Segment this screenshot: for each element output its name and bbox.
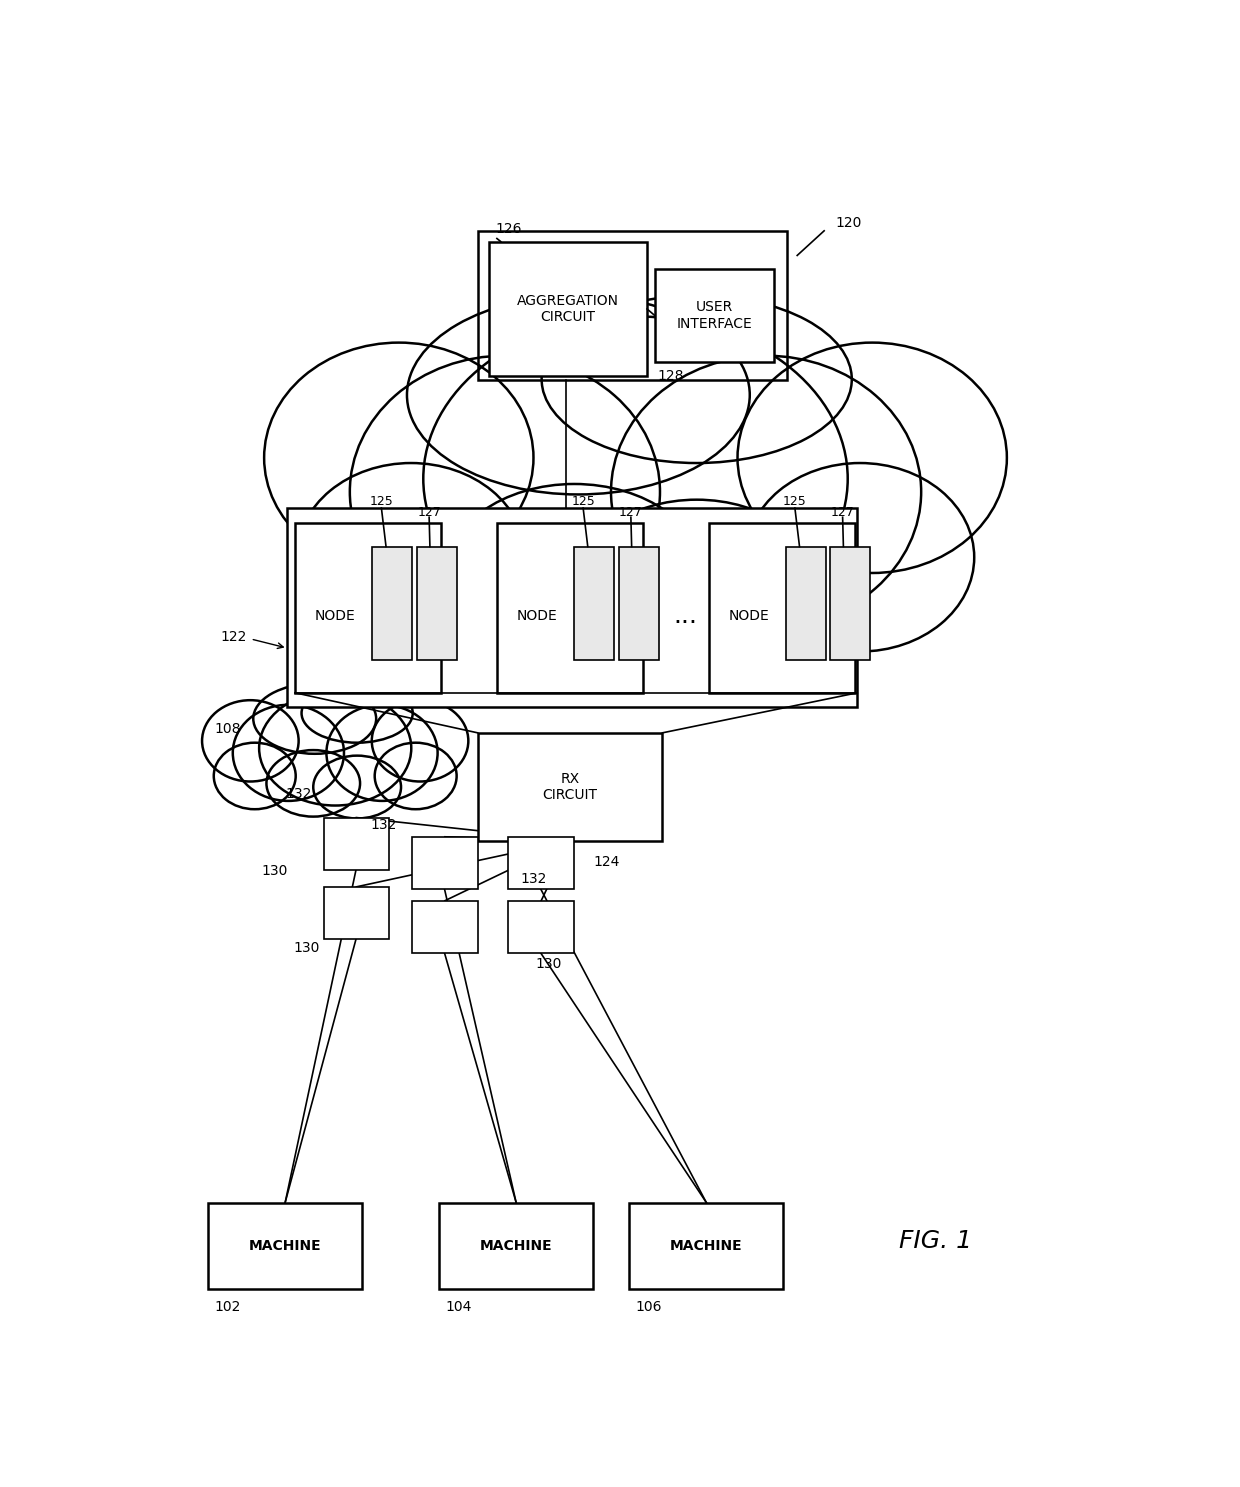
Text: 132: 132 [285,788,312,801]
Ellipse shape [542,296,852,462]
Text: 124: 124 [593,855,620,868]
Text: 127: 127 [418,506,441,519]
Bar [477,733,662,840]
Text: NODE: NODE [315,608,356,623]
Ellipse shape [407,296,750,495]
Text: ...: ... [673,604,698,628]
Ellipse shape [202,700,299,782]
Bar [708,523,854,693]
Ellipse shape [326,705,438,801]
Ellipse shape [267,749,360,816]
Bar [417,547,456,660]
Ellipse shape [350,355,660,628]
Bar [412,837,477,889]
Text: NODE: NODE [517,608,557,623]
Bar [619,547,658,660]
Text: 132: 132 [371,818,397,833]
Text: 106: 106 [635,1300,662,1313]
Ellipse shape [372,700,469,782]
Ellipse shape [444,483,704,672]
Text: 120: 120 [836,216,862,230]
Bar [490,241,647,376]
Bar [497,523,644,693]
Bar [208,1203,362,1289]
Bar [324,886,389,940]
Text: 130: 130 [294,941,320,956]
Bar [630,1203,784,1289]
Ellipse shape [745,462,975,651]
Bar [295,523,441,693]
Text: 125: 125 [370,495,393,509]
Text: 125: 125 [782,495,807,509]
Bar [655,269,774,361]
Ellipse shape [374,742,456,809]
Bar [831,547,870,660]
Ellipse shape [259,691,412,806]
Text: AGGREGATION
CIRCUIT: AGGREGATION CIRCUIT [517,294,619,324]
Ellipse shape [423,317,848,641]
Bar [574,547,614,660]
Bar [439,1203,593,1289]
Text: NODE: NODE [728,608,769,623]
Bar [508,837,574,889]
Text: 104: 104 [445,1300,471,1313]
Text: USER
INTERFACE: USER INTERFACE [677,300,753,330]
Ellipse shape [233,705,343,801]
Text: MACHINE: MACHINE [670,1239,743,1252]
Text: MACHINE: MACHINE [249,1239,321,1252]
Ellipse shape [253,684,376,754]
Bar [372,547,412,660]
Ellipse shape [264,342,533,572]
Ellipse shape [611,355,921,628]
Text: FIG. 1: FIG. 1 [899,1230,972,1254]
Text: 102: 102 [215,1300,241,1313]
Text: 126: 126 [495,222,522,236]
Ellipse shape [574,500,820,678]
Text: 122: 122 [221,629,247,644]
Bar [412,901,477,953]
Text: RX
CIRCUIT: RX CIRCUIT [543,772,598,801]
Text: MACHINE: MACHINE [480,1239,553,1252]
Text: 108: 108 [215,723,242,736]
Bar [786,547,826,660]
Text: 125: 125 [572,495,595,509]
Text: 130: 130 [262,864,288,879]
Ellipse shape [314,755,401,818]
Bar [288,509,857,706]
Text: 132: 132 [520,873,547,886]
Ellipse shape [301,684,413,742]
Text: 127: 127 [831,506,854,519]
Bar [324,818,389,870]
Text: 130: 130 [536,956,562,971]
Ellipse shape [738,342,1007,572]
Ellipse shape [213,742,295,809]
Text: 127: 127 [619,506,642,519]
Bar [477,230,787,381]
Bar [508,901,574,953]
Ellipse shape [296,462,526,651]
Text: 128: 128 [657,369,683,384]
